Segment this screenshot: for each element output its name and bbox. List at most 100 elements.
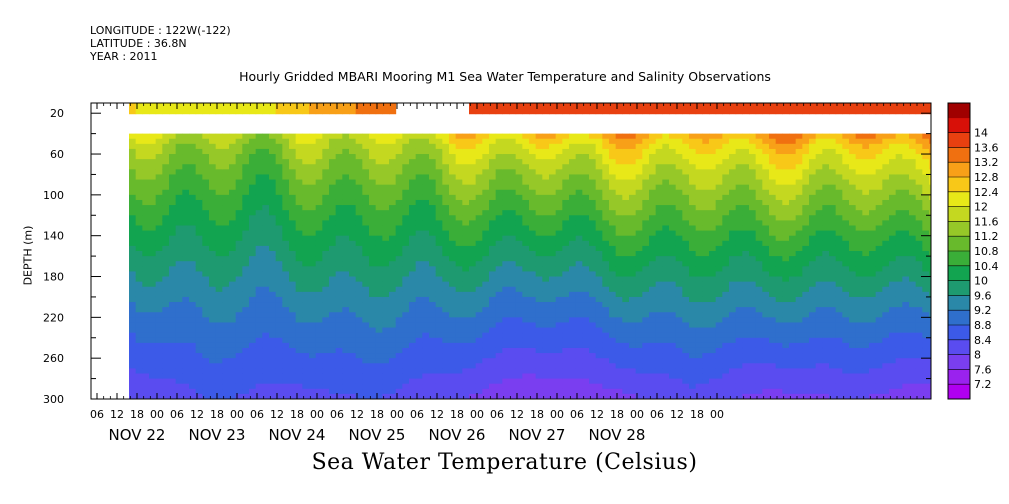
profile-cell [662,179,670,186]
profile-cell [335,281,343,288]
profile-cell [469,322,477,329]
profile-cell [269,179,277,186]
profile-cell [309,302,317,308]
profile-cell [629,174,637,181]
surface-cell [769,103,777,115]
profile-cell [315,230,323,237]
profile-cell [735,302,743,308]
profile-cell [295,373,303,380]
profile-cell [215,373,223,380]
profile-cell [289,184,297,191]
profile-cell [555,159,563,165]
profile-cell [462,230,470,237]
profile-cell [182,215,190,221]
profile-cell [255,322,263,329]
profile-cell [389,358,397,364]
profile-cell [529,383,537,390]
profile-cell [422,205,430,211]
profile-cell [255,164,263,170]
profile-cell [335,332,343,339]
profile-cell [142,138,150,145]
profile-cell [295,317,303,323]
profile-cell [715,164,723,170]
profile-cell [529,235,537,242]
profile-cell [675,317,683,323]
profile-cell [422,143,430,150]
profile-cell [382,322,390,329]
profile-cell [542,266,550,272]
profile-cell [535,353,543,359]
profile-cell [175,337,183,344]
profile-cell [429,261,437,267]
profile-cell [749,235,757,242]
profile-cell [749,271,757,278]
profile-cell [369,281,377,288]
profile-cell [489,342,497,349]
profile-cell [562,256,570,262]
profile-cell [702,174,710,181]
profile-cell [295,296,303,303]
profile-cell [702,286,710,293]
profile-cell [742,393,750,399]
profile-cell [629,302,637,308]
profile-cell [642,342,650,349]
profile-cell [735,148,743,155]
profile-cell [169,312,177,318]
profile-cell [149,169,157,175]
profile-cell [422,281,430,288]
profile-cell [502,215,510,221]
profile-cell [255,240,263,247]
profile-cell [742,266,750,272]
profile-cell [669,220,677,226]
profile-cell [622,261,630,267]
profile-cell [642,337,650,344]
profile-cell [569,169,577,175]
profile-cell [269,327,277,334]
profile-cell [149,159,157,165]
profile-cell [575,199,583,206]
profile-cell [242,154,250,160]
profile-cell [275,291,283,298]
profile-cell [369,251,377,257]
profile-cell [409,164,417,170]
profile-cell [149,266,157,272]
profile-cell [329,194,337,201]
profile-cell [595,312,603,318]
profile-cell [569,358,577,364]
profile-cell [135,143,143,150]
profile-cell [609,189,617,196]
profile-cell [575,159,583,165]
profile-cell [362,373,370,380]
profile-cell [235,210,243,216]
profile-cell [275,353,283,359]
profile-cell [335,322,343,329]
profile-cell [155,342,163,349]
surface-cell [175,103,183,115]
profile-cell [189,179,197,186]
profile-cell [709,148,717,155]
profile-cell [262,286,270,293]
profile-cell [542,358,550,364]
profile-cell [749,240,757,247]
profile-cell [602,154,610,160]
profile-cell [709,383,717,390]
profile-cell [315,256,323,262]
profile-cell [415,302,423,308]
profile-cell [522,210,530,216]
surface-cell [875,103,883,115]
profile-cell [429,281,437,288]
profile-cell [195,189,203,196]
profile-cell [182,281,190,288]
profile-cell [622,368,630,374]
profile-cell [622,286,630,293]
profile-cell [742,194,750,201]
profile-cell [182,235,190,242]
profile-cell [602,251,610,257]
profile-cell [395,138,403,145]
profile-cell [209,174,217,181]
profile-cell [409,378,417,385]
profile-cell [649,342,657,349]
profile-cell [389,353,397,359]
profile-cell [449,281,457,288]
profile-cell [535,286,543,293]
